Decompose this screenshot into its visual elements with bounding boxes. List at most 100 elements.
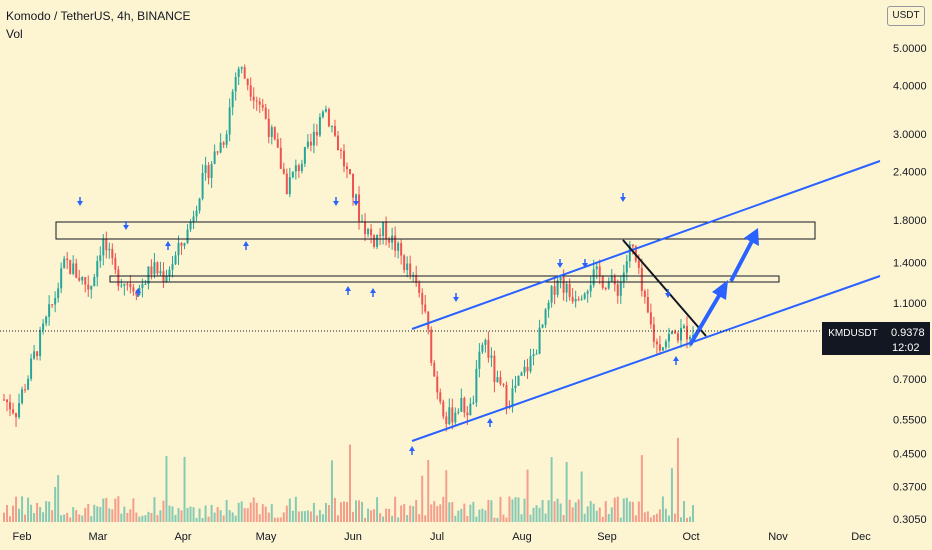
volume-bar <box>592 503 595 522</box>
candle-body <box>547 302 550 310</box>
volume-bar <box>457 510 460 522</box>
candle-body <box>303 146 306 164</box>
candle-body <box>66 258 69 261</box>
channel-lower-line <box>411 275 881 442</box>
volume-bar <box>547 500 550 522</box>
candle-body <box>688 336 691 340</box>
candle-body <box>355 194 358 198</box>
price-tick-label: 0.3700 <box>893 481 927 493</box>
volume-bar <box>183 456 186 522</box>
volume-bar <box>568 499 571 522</box>
volume-bar <box>168 505 171 522</box>
volume-bar <box>63 514 66 522</box>
volume-bar <box>388 508 391 522</box>
candle-body <box>412 274 415 276</box>
volume-bar <box>646 511 649 522</box>
candle-body <box>243 67 246 79</box>
candle-body <box>300 163 303 172</box>
candle-body <box>619 282 622 296</box>
volume-bar <box>607 514 610 522</box>
time-tick-label: May <box>256 531 277 543</box>
candle-body <box>553 286 556 295</box>
candle-body <box>327 109 330 127</box>
price-tick-label: 1.1000 <box>893 298 927 310</box>
volume-bar <box>484 510 487 522</box>
candle-body <box>517 375 520 386</box>
last-price-box <box>884 322 930 355</box>
candle-body <box>252 96 255 101</box>
volume-bar <box>478 509 481 522</box>
candle-body <box>394 235 397 251</box>
volume-bar <box>418 514 421 522</box>
time-tick-label: Jun <box>344 531 362 543</box>
volume-bar <box>664 508 667 522</box>
volume-bar <box>565 461 568 522</box>
volume-bar <box>394 496 397 522</box>
volume-bar <box>424 515 427 522</box>
volume-bar <box>427 460 430 522</box>
volume-bar <box>616 496 619 522</box>
candle-body <box>249 85 252 97</box>
currency-button[interactable]: USDT <box>887 6 925 26</box>
volume-bar <box>279 517 282 522</box>
candle-body <box>565 283 568 293</box>
volume-bar <box>496 517 499 522</box>
candle-body <box>532 354 535 357</box>
volume-bar <box>321 514 324 522</box>
candle-body <box>469 403 472 416</box>
candle-body <box>165 275 168 282</box>
volume-bar <box>487 499 490 522</box>
volume-bar <box>692 505 694 522</box>
volume-bar <box>213 512 216 522</box>
volume-bar <box>448 502 451 522</box>
volume-bar <box>147 511 150 522</box>
candle-body <box>568 283 571 297</box>
volume-bar <box>541 499 544 522</box>
volume-bar <box>643 512 646 522</box>
candle-body <box>445 416 448 424</box>
candle-body <box>324 109 327 112</box>
candle-body <box>478 351 481 369</box>
volume-bar <box>204 505 207 522</box>
volume-bar <box>415 499 418 522</box>
price-tick-label: 0.4500 <box>893 449 927 461</box>
volume-bar <box>291 510 294 522</box>
volume-bar <box>282 512 285 522</box>
volume-bar <box>102 498 105 522</box>
candle-body <box>117 269 120 287</box>
candle-body <box>679 328 682 341</box>
candle-body <box>436 376 439 393</box>
price-tick-label: 0.5500 <box>893 415 927 427</box>
candle-body <box>183 243 186 246</box>
candle-body <box>12 409 15 414</box>
volume-bar <box>634 515 637 522</box>
candle-body <box>234 76 237 92</box>
pivot-up-head <box>135 288 141 293</box>
candle-body <box>430 329 433 363</box>
volume-bar <box>48 501 51 522</box>
candle-body <box>339 150 342 152</box>
candle-body <box>376 234 379 247</box>
volume-bar <box>676 437 679 522</box>
down-trend-line <box>622 239 707 337</box>
candle-body <box>385 222 388 239</box>
volume-bar <box>397 517 400 522</box>
candle-body <box>78 277 81 281</box>
time-tick-label: Dec <box>851 531 871 543</box>
volume-bar <box>207 516 210 522</box>
candle-body <box>352 173 355 198</box>
candle-body <box>667 333 670 342</box>
time-tick-label: Oct <box>682 531 699 543</box>
time-tick-label: Feb <box>13 531 32 543</box>
candle-body <box>27 378 30 390</box>
pivot-up-head <box>345 286 351 291</box>
candle-body <box>336 135 339 151</box>
candle-body <box>180 242 183 246</box>
candle-body <box>294 165 297 172</box>
arrow-head-2 <box>744 228 759 246</box>
candle-body <box>135 291 138 296</box>
candle-body <box>24 389 27 391</box>
volume-bar <box>129 509 132 522</box>
candle-body <box>120 285 123 287</box>
